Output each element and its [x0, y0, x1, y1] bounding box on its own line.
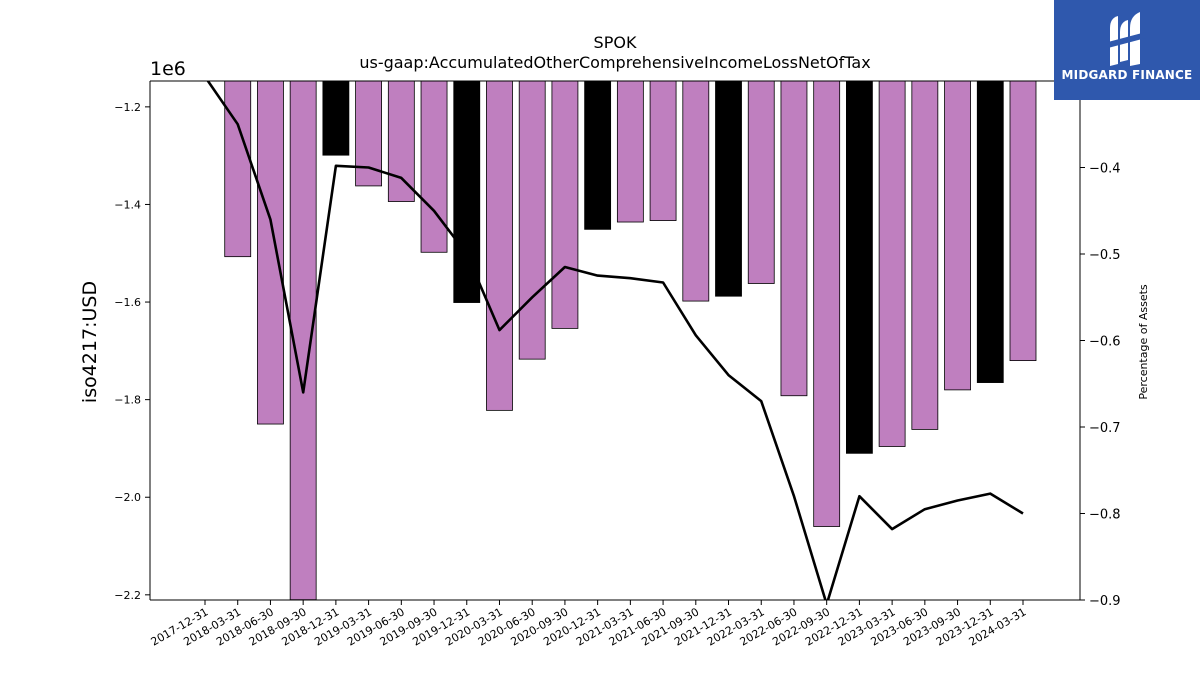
bar-2019-06-30	[387, 80, 415, 202]
bar-2023-06-30	[911, 80, 939, 430]
chart-subtitle: us-gaap:AccumulatedOtherComprehensiveInc…	[359, 53, 870, 72]
bars-group	[224, 80, 1037, 601]
bar-2020-03-31	[486, 80, 513, 411]
y-tick-label: −1.2	[114, 101, 141, 114]
bar-2023-03-31	[878, 80, 906, 447]
midgard-logo-icon	[1108, 12, 1146, 66]
bar-2023-12-31	[976, 80, 1004, 383]
midgard-finance-logo: MIDGARD FINANCE	[1054, 0, 1200, 100]
bar-2021-03-31	[616, 80, 644, 223]
bar-2021-06-30	[649, 80, 677, 221]
bar-2020-06-30	[518, 80, 546, 360]
bar-2018-03-31	[224, 80, 252, 258]
y2-axis-label: Percentage of Assets	[1137, 284, 1150, 400]
y2-tick-label: −0.9	[1089, 594, 1121, 609]
y2-tick-label: −0.4	[1089, 162, 1121, 177]
bar-2021-09-30	[682, 80, 710, 302]
bar-2021-12-31	[715, 80, 742, 297]
y-tick-label: −1.4	[114, 198, 141, 211]
bar-2024-03-31	[1009, 80, 1037, 362]
bar-2022-06-30	[780, 80, 808, 397]
y2-tick-label: −0.8	[1089, 508, 1121, 523]
bar-2022-09-30	[813, 80, 841, 527]
y2-tick-label: −0.5	[1089, 248, 1121, 263]
percentage-line	[206, 81, 1024, 600]
y-tick-label: −2.0	[114, 491, 141, 504]
bar-2018-06-30	[257, 80, 284, 425]
bar-2023-09-30	[944, 80, 971, 391]
y2-tick-label: −0.6	[1089, 335, 1121, 350]
bar-2018-12-31	[322, 80, 350, 156]
bar-2020-12-31	[584, 80, 612, 230]
y-tick-label: −1.6	[114, 296, 141, 309]
chart-title: SPOK	[594, 33, 637, 52]
logo-text: MIDGARD FINANCE	[1061, 68, 1193, 82]
y2-tick-label: −0.7	[1089, 421, 1121, 436]
bar-2019-12-31	[453, 80, 481, 303]
line-group	[206, 81, 1024, 600]
y-tick-label: −2.2	[114, 589, 141, 602]
y-axis-offset-label: 1e6	[150, 58, 186, 80]
y-axis-label: iso4217:USD	[79, 281, 101, 403]
bar-2020-09-30	[551, 80, 579, 329]
bar-2019-09-30	[420, 80, 448, 253]
y-tick-label: −1.8	[114, 394, 141, 407]
bar-2022-03-31	[747, 80, 775, 284]
bar-2022-12-31	[846, 80, 873, 454]
